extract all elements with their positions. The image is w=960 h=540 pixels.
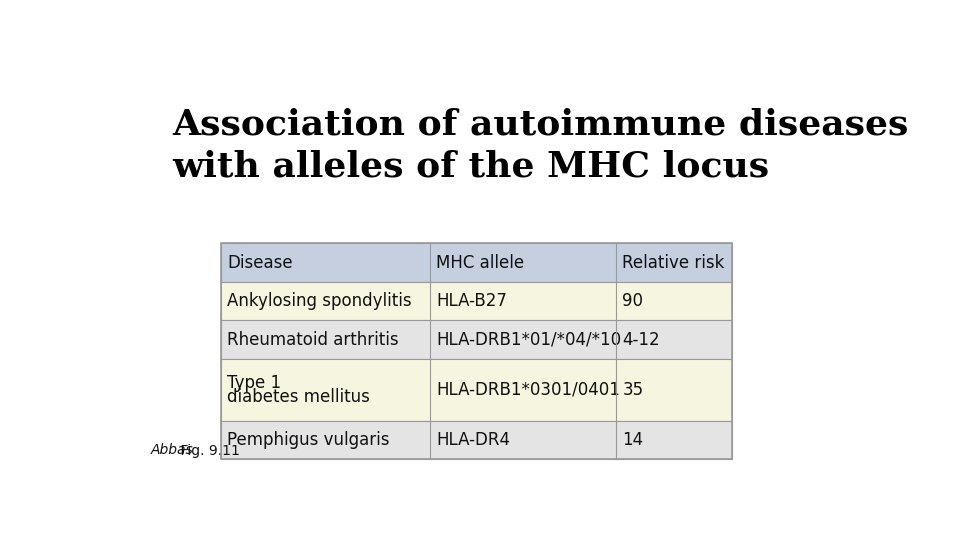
Text: 14: 14 <box>622 431 643 449</box>
Text: Association of autoimmune diseases: Association of autoimmune diseases <box>173 107 909 141</box>
Text: 4-12: 4-12 <box>622 330 660 349</box>
Text: HLA-DRB1*0301/0401: HLA-DRB1*0301/0401 <box>436 381 620 399</box>
Text: diabetes mellitus: diabetes mellitus <box>227 388 370 406</box>
Text: Rheumatoid arthritis: Rheumatoid arthritis <box>227 330 398 349</box>
Text: Relative risk: Relative risk <box>622 254 725 272</box>
Bar <box>221 421 732 459</box>
Text: HLA-B27: HLA-B27 <box>436 292 507 310</box>
Text: Pemphigus vulgaris: Pemphigus vulgaris <box>227 431 390 449</box>
Text: Disease: Disease <box>227 254 293 272</box>
Text: Abbas: Abbas <box>151 443 194 457</box>
Text: 35: 35 <box>622 381 643 399</box>
Bar <box>221 244 732 459</box>
Text: HLA-DRB1*01/*04/*10: HLA-DRB1*01/*04/*10 <box>436 330 621 349</box>
Text: MHC allele: MHC allele <box>436 254 524 272</box>
Text: Fig. 9.11: Fig. 9.11 <box>176 443 240 457</box>
Bar <box>221 320 732 359</box>
Text: HLA-DR4: HLA-DR4 <box>436 431 510 449</box>
Text: Ankylosing spondylitis: Ankylosing spondylitis <box>227 292 412 310</box>
Bar <box>221 282 732 320</box>
Text: Type 1: Type 1 <box>227 374 281 392</box>
Text: 90: 90 <box>622 292 643 310</box>
Bar <box>221 244 732 282</box>
Bar <box>221 359 732 421</box>
Text: with alleles of the MHC locus: with alleles of the MHC locus <box>173 150 770 184</box>
